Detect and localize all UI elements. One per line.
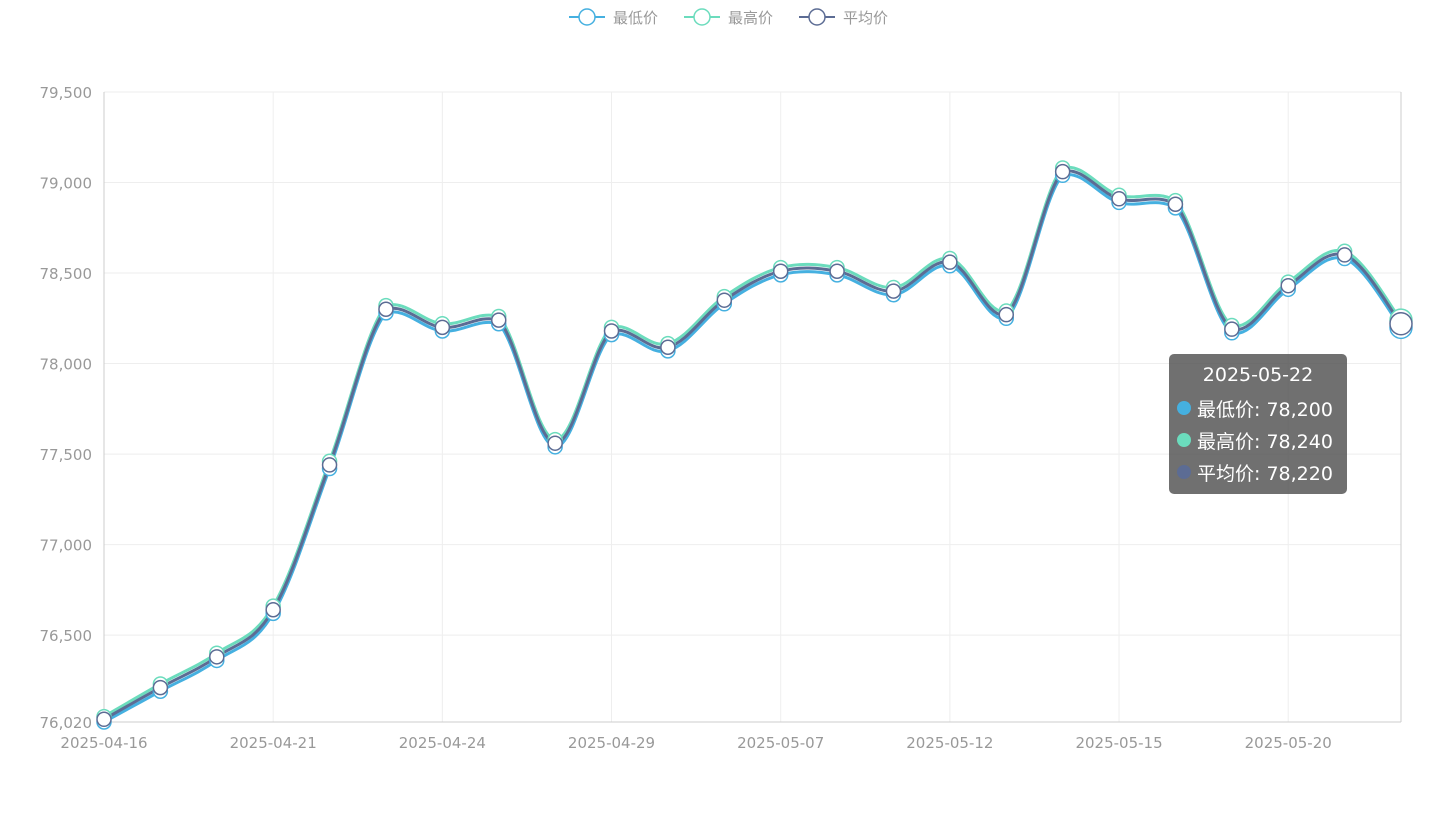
data-point-avg xyxy=(434,319,451,336)
tooltip-dot-low xyxy=(1177,401,1191,415)
tooltip-title: 2025-05-22 xyxy=(1202,364,1314,386)
data-point-avg xyxy=(829,263,845,279)
data-point-avg xyxy=(96,711,112,728)
data-point-avg xyxy=(603,323,620,339)
tooltip-row-low: 最低价: 78,200 xyxy=(1177,392,1339,424)
y-axis-labels: 79,500 79,000 78,500 78,000 77,500 77,000 76,5… xyxy=(40,84,93,732)
data-point-avg xyxy=(152,679,169,696)
y-tick-label: 77,500 xyxy=(40,446,93,464)
tooltip-text-avg: 平均价: 78,220 xyxy=(1197,462,1333,485)
legend-marker-high xyxy=(693,8,711,26)
data-point-avg xyxy=(1224,321,1240,337)
tooltip-row-high: 最高价: 78,240 xyxy=(1177,424,1339,456)
tooltip-text-low: 最低价: 78,200 xyxy=(1197,398,1333,421)
tooltip: 2025-05-22 最低价: 78,200 最高价: 78,240 平均价: … xyxy=(1169,354,1347,494)
y-tick-label: 79,000 xyxy=(40,175,93,193)
data-point-avg xyxy=(772,263,789,279)
x-tick-label: 2025-04-16 xyxy=(60,734,147,752)
x-tick-label: 2025-04-24 xyxy=(399,734,486,752)
data-point-avg xyxy=(265,602,281,618)
x-axis-labels: 2025-04-16 2025-04-21 2025-04-24 2025-04-29… xyxy=(60,734,1331,752)
y-tick-label: 78,500 xyxy=(40,265,93,283)
x-tick-label: 2025-05-15 xyxy=(1075,734,1162,752)
axes xyxy=(103,92,1402,723)
data-point-avg xyxy=(1389,311,1413,336)
legend-label-avg: 平均价 xyxy=(843,9,888,27)
tooltip-dot-avg xyxy=(1177,465,1191,479)
y-tick-label: 79,500 xyxy=(40,84,93,102)
x-tick-label: 2025-04-21 xyxy=(230,734,317,752)
data-point-avg xyxy=(1280,277,1296,294)
data-point-avg xyxy=(209,649,225,665)
data-point-avg xyxy=(1167,196,1184,212)
x-tick-label: 2025-04-29 xyxy=(568,734,655,752)
data-point-avg xyxy=(378,301,394,317)
x-tick-label: 2025-05-20 xyxy=(1245,734,1332,752)
tooltip-dot-high xyxy=(1177,433,1191,447)
data-point-avg xyxy=(942,254,958,270)
tooltip-text-high: 最高价: 78,240 xyxy=(1197,430,1333,453)
tooltip-row-avg: 平均价: 78,220 xyxy=(1177,456,1339,488)
data-point-avg xyxy=(716,292,733,308)
x-tick-label: 2025-05-12 xyxy=(906,734,993,752)
x-tick-label: 2025-05-07 xyxy=(737,734,824,752)
data-point-avg xyxy=(1111,191,1127,207)
data-point-avg xyxy=(490,312,507,328)
data-point-avg xyxy=(998,306,1015,323)
data-point-avg xyxy=(660,339,676,356)
y-tick-label: 76,020 xyxy=(40,714,93,732)
data-point-avg xyxy=(1054,163,1071,180)
y-tick-label: 76,500 xyxy=(40,627,93,645)
data-point-avg xyxy=(1336,247,1353,263)
series-points xyxy=(96,160,1413,730)
y-tick-label: 78,000 xyxy=(40,356,93,374)
data-point-avg xyxy=(885,283,902,299)
legend-marker-low xyxy=(578,8,596,26)
legend: 最低价 最高价 平均价 xyxy=(569,8,888,27)
legend-label-low: 最低价 xyxy=(613,9,658,27)
legend-label-high: 最高价 xyxy=(728,9,773,27)
legend-marker-avg xyxy=(808,8,826,26)
data-point-avg xyxy=(547,435,563,451)
data-point-avg xyxy=(321,457,338,473)
y-tick-label: 77,000 xyxy=(40,537,93,555)
